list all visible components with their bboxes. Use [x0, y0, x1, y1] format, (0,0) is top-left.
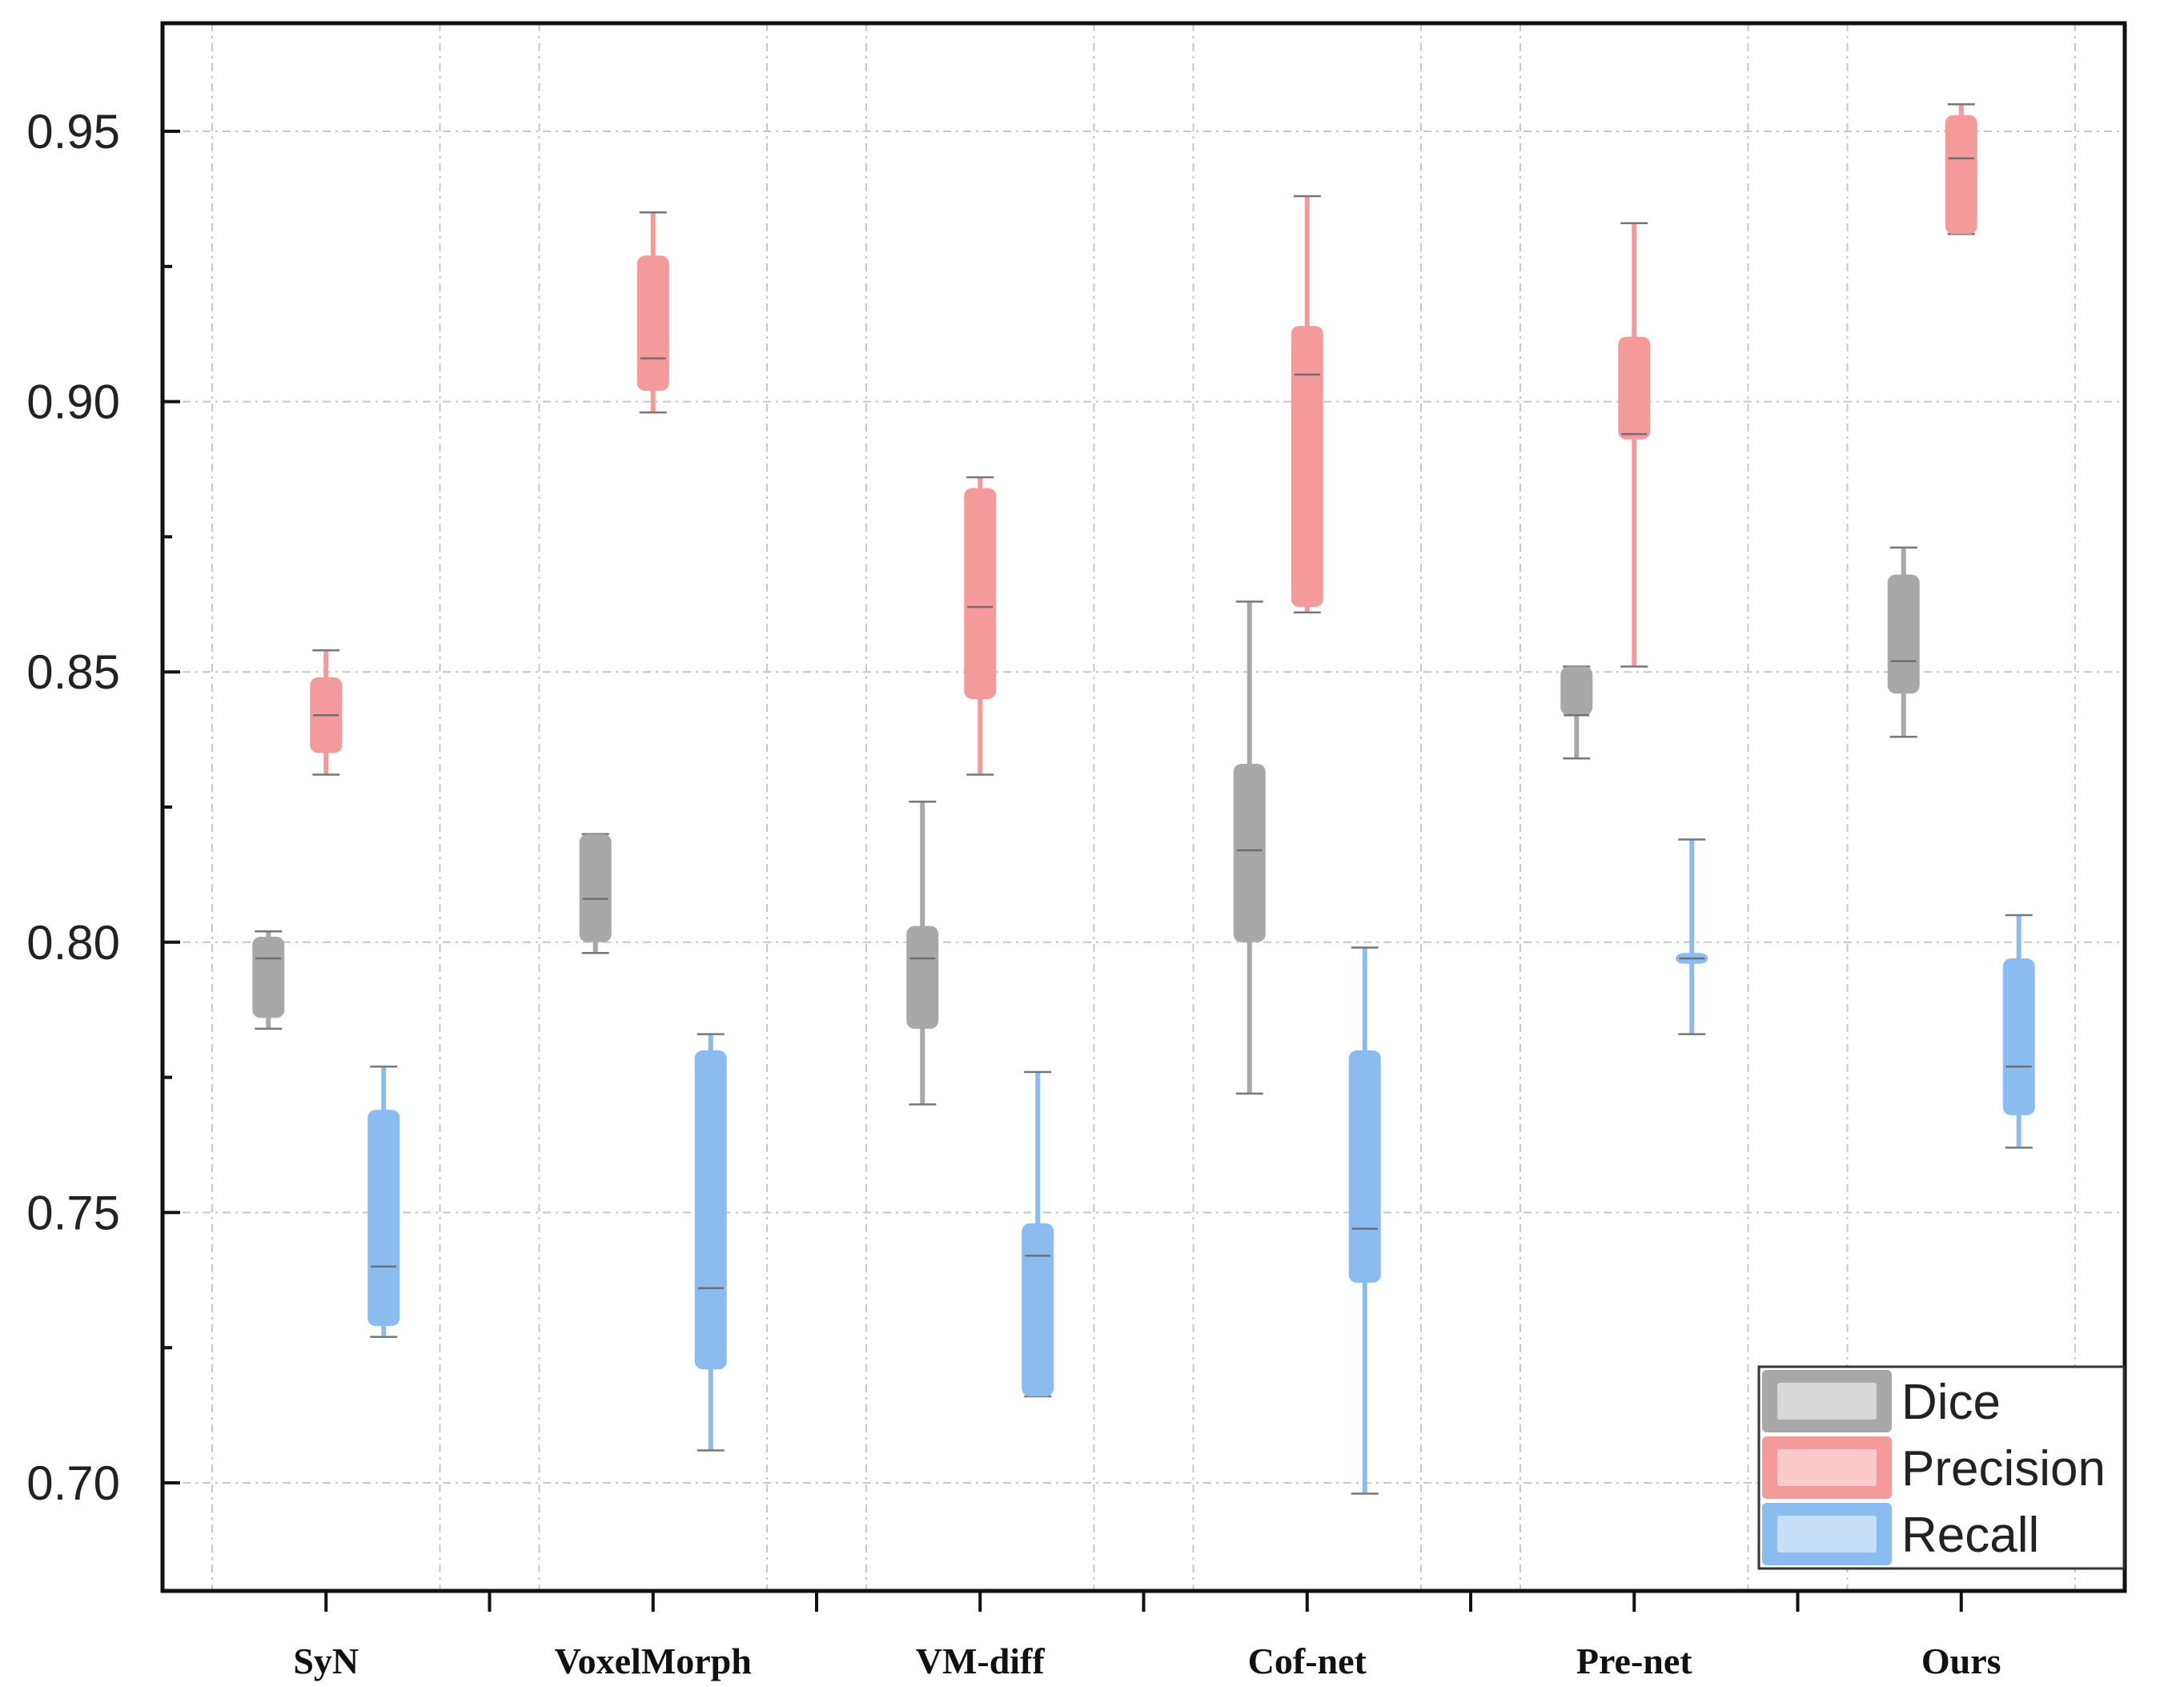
ytick-label-0: 0.70 [26, 1456, 120, 1510]
iqr-dice-3 [1233, 763, 1266, 942]
ytick-label-3: 0.85 [26, 645, 120, 699]
iqr-recall-3 [1348, 1050, 1381, 1283]
box-dice-1 [579, 833, 612, 954]
iqr-precision-2 [964, 488, 997, 699]
iqr-dice-5 [1887, 574, 1920, 694]
xtick-label-2: VM-diff [916, 1641, 1046, 1681]
box-recall-2 [1022, 1070, 1054, 1398]
legend-item-recall: Recall [1762, 1503, 2039, 1565]
box-dice-4 [1560, 665, 1593, 760]
iqr-precision-5 [1945, 114, 1977, 235]
iqr-dice-0 [252, 937, 285, 1018]
box-precision-4 [1618, 222, 1651, 668]
box-recall-5 [2002, 914, 2035, 1149]
xtick-label-0: SyN [293, 1641, 359, 1681]
iqr-dice-1 [579, 833, 612, 942]
xtick-label-5: Ours [1921, 1641, 2001, 1681]
ytick-label-5: 0.95 [26, 105, 120, 159]
iqr-recall-2 [1022, 1223, 1054, 1396]
legend-swatch-recall-inner [1777, 1516, 1877, 1552]
ytick-label-1: 0.75 [26, 1186, 120, 1239]
iqr-dice-4 [1560, 666, 1593, 716]
xtick-label-3: Cof-net [1248, 1641, 1367, 1681]
legend-item-dice: Dice [1762, 1370, 2001, 1432]
legend-item-precision: Precision [1762, 1436, 2106, 1499]
box-recall-3 [1348, 946, 1381, 1495]
legend-swatch-dice-inner [1777, 1383, 1877, 1420]
y-axis: 0.70 0.75 0.80 0.85 0.90 0.95 [26, 105, 180, 1510]
ytick-label-4: 0.90 [26, 376, 120, 429]
ytick-label-2: 0.80 [26, 916, 120, 970]
legend-label-precision: Precision [1901, 1441, 2106, 1496]
box-dice-5 [1887, 546, 1920, 738]
xtick-label-1: VoxelMorph [555, 1641, 752, 1681]
iqr-precision-4 [1618, 336, 1651, 440]
box-dice-3 [1233, 600, 1266, 1095]
box-layer [252, 102, 2035, 1495]
xtick-label-4: Pre-net [1576, 1641, 1692, 1681]
iqr-recall-1 [694, 1050, 727, 1370]
iqr-dice-2 [906, 926, 939, 1029]
box-precision-3 [1291, 195, 1323, 614]
iqr-recall-5 [2002, 958, 2035, 1115]
legend: Dice Precision Recall [1757, 1365, 2126, 1570]
legend-label-recall: Recall [1901, 1508, 2039, 1563]
box-dice-0 [252, 930, 285, 1030]
box-recall-0 [367, 1065, 400, 1338]
box-dice-2 [906, 800, 939, 1106]
iqr-precision-1 [636, 255, 669, 392]
grid-lines [163, 23, 2125, 1591]
plot-frame [160, 21, 2127, 1593]
legend-swatch-precision-inner [1777, 1449, 1877, 1486]
box-precision-5 [1945, 102, 1977, 235]
box-precision-0 [310, 649, 343, 776]
box-precision-2 [964, 476, 997, 776]
box-recall-1 [694, 1033, 727, 1452]
box-precision-1 [636, 211, 669, 414]
box-recall-4 [1676, 838, 1708, 1035]
legend-label-dice: Dice [1901, 1375, 2001, 1430]
x-axis: SyN VoxelMorph VM-diff Cof-net Pre-net Ours [293, 1591, 2001, 1681]
iqr-recall-0 [367, 1110, 400, 1327]
iqr-precision-3 [1291, 326, 1323, 608]
